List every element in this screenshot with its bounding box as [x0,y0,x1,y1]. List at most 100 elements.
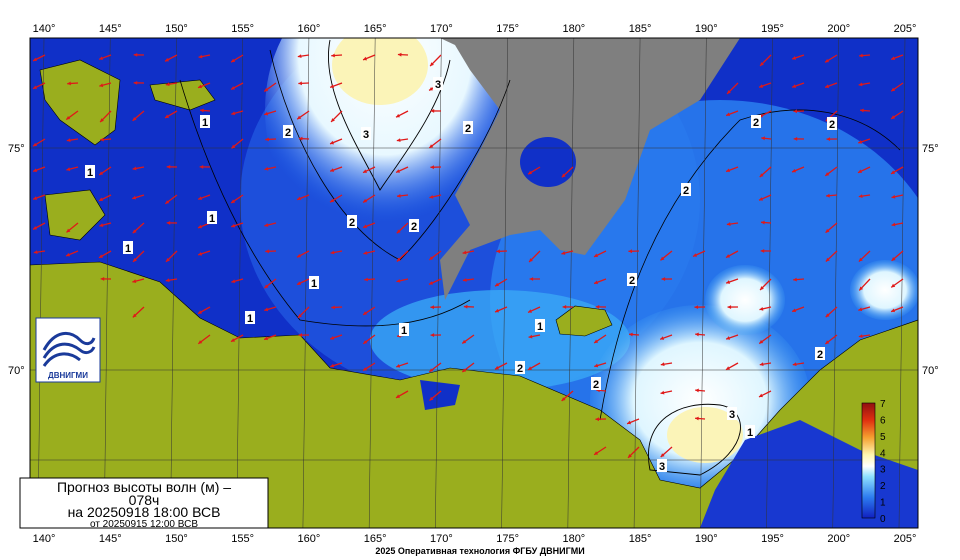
longitude-label: 175° [496,23,519,35]
meridian [302,38,310,528]
arrow-head [562,305,567,309]
arrow-head [825,257,830,262]
arrow-head [33,85,37,89]
arrow-head [396,229,401,234]
longitude-label: 140° [33,23,56,35]
legend-valid-time: на 20250918 18:00 ВСВ [68,504,221,520]
contour-label-bg [627,273,637,286]
arrow-head [66,167,71,171]
arrow-head [860,108,864,113]
arrow-head [264,111,269,116]
arrow-head [759,197,764,201]
arrow-head [726,254,731,258]
arrow-head [759,339,764,344]
arrow-head [595,304,600,309]
arrow-head [330,84,335,88]
contour-label-bg [85,165,95,178]
longitude-labels: 140° 140° 145° 145° 150° 150° 155° 155° 160° 160°… [33,23,917,545]
arrow-head [364,277,368,282]
legend-box: Прогноз высоты волн (м) – 078ч на 202509… [19,477,269,530]
longitude-label: 170° [430,23,453,35]
longitude-label: 205° [894,533,917,545]
arrow-head [759,393,763,398]
arrow-head [727,305,732,309]
contour-label: 2 [753,117,759,129]
meridian [170,38,177,528]
contour-label: 3 [435,79,441,91]
arrow-head [891,56,896,60]
arrow-head [759,306,764,311]
arrow-head [100,277,105,281]
arrow-head [528,170,533,175]
arrow-head [231,279,236,284]
arrow-head [825,340,830,344]
arrow-head [629,332,633,337]
meridian [435,38,442,528]
longitude-label: 200° [827,533,850,545]
legend-base-time: от 20250915 12:00 ВСВ [90,519,198,530]
contour-label-bg [815,347,825,360]
arrow-head [891,115,896,119]
meridian [236,38,243,528]
contour-label-bg [745,425,755,438]
arrow-head [198,340,203,344]
arrow-head [33,250,38,255]
arrow-head [759,84,764,88]
arrow-head [660,256,665,261]
longitude-label: 140° [33,533,56,545]
arrow-head [66,228,71,233]
contour [179,79,471,327]
arrow-head [165,82,170,87]
colorbar-tick-label: 3 [880,465,886,476]
arrow-head [297,115,302,120]
contour-label-bg [245,311,255,324]
longitude-label: 155° [231,533,254,545]
arrow-head [462,250,467,255]
wave-zone [265,38,505,250]
arrow-head [726,168,731,173]
arrow-head [363,311,368,315]
arrow-head [660,362,665,367]
arrow-head [693,253,698,257]
no-data-area [440,38,740,300]
legend-lead: 078ч [129,492,160,508]
arrow-head [396,113,401,118]
arrow-head [825,313,830,318]
bay [420,380,460,410]
arrow-head [264,307,269,312]
contour-label: 2 [629,275,635,287]
longitude-label: 150° [165,533,188,545]
longitude-label: 145° [99,23,122,35]
arrow-head [231,338,236,342]
arrow-head [495,282,500,287]
colorbar-tick-label: 6 [880,415,886,426]
arrow-head [760,286,764,290]
arrow-head [694,305,699,310]
arrow-head [363,340,368,344]
arrow-head [396,138,401,143]
longitude-label: 185° [629,23,652,35]
land [30,261,918,528]
arrow-head [429,368,434,372]
arrow-head [858,307,863,312]
arrow-head [858,334,863,338]
latitude-label: 70° [8,365,25,377]
latitude-label: 70° [922,365,939,377]
arrow-head [331,53,335,58]
arrow-head [330,140,335,145]
arrow-head [761,220,765,225]
arrow-head [396,257,401,262]
arrow-head [628,454,632,458]
contour [599,109,901,421]
longitude-label: 190° [695,533,718,545]
arrow-head [297,253,302,258]
arrow-head [594,339,599,344]
arrow-head [33,196,38,200]
arrow-head [198,84,203,89]
arrow-head [231,86,236,90]
contour-label-bg [657,459,667,472]
wave-direction-arrows [32,52,904,459]
arrow-head [759,362,764,367]
arrow-head [792,84,797,88]
contour-label-bg [535,319,545,332]
